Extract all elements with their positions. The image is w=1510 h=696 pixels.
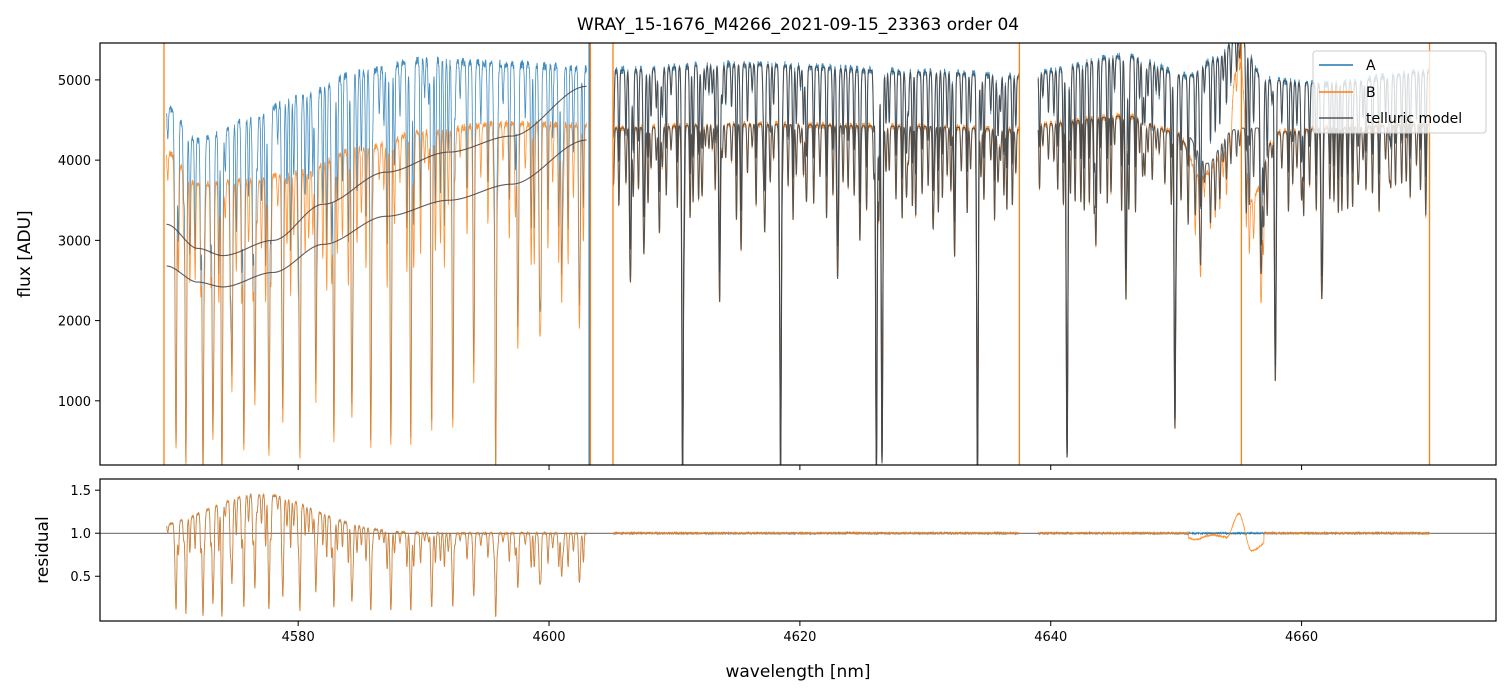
- flux-panel-frame: [99, 42, 1497, 466]
- x-tick-label: 4660: [1285, 630, 1318, 645]
- legend-label-a: A: [1366, 58, 1376, 74]
- legend: A B telluric model: [1312, 50, 1487, 134]
- y-tick-label-flux: 3000: [58, 234, 91, 249]
- telluric-model-b-line: [612, 123, 1020, 465]
- y-tick-label-flux: 5000: [58, 74, 91, 89]
- telluric-model-b-line: [1037, 115, 1430, 458]
- y-tick-label-flux: 1000: [58, 395, 91, 410]
- series-a-flux-line: [166, 56, 587, 465]
- telluric-model-a-line: [612, 63, 1020, 465]
- y-tick-label-flux: 2000: [58, 315, 91, 330]
- axes: 4580 4600 4620 4640 4660 1000 2000 3000 4000 5000…: [58, 42, 1497, 645]
- series-b-flux-line: [612, 120, 1020, 465]
- chart-title: WRAY_15-1676_M4266_2021-09-15_23363 orde…: [577, 15, 1019, 35]
- y-tick-label-residual: 1.5: [70, 484, 91, 499]
- y-tick-label-residual: 0.5: [70, 570, 91, 585]
- flux-panel-plot-area: [163, 43, 1431, 465]
- x-tick-label: 4600: [532, 630, 565, 645]
- y-axis-label-flux: flux [ADU]: [15, 210, 35, 297]
- y-tick-label-residual: 1.0: [70, 527, 91, 542]
- legend-label-b: B: [1366, 85, 1376, 101]
- x-tick-label: 4640: [1034, 630, 1067, 645]
- series-b-residual-line: [166, 492, 587, 617]
- x-tick-label: 4580: [282, 630, 315, 645]
- y-axis-label-residual: residual: [33, 516, 53, 583]
- telluric-model-b-line: [166, 139, 587, 288]
- series-b-flux-line: [166, 120, 587, 465]
- y-tick-label-flux: 4000: [58, 154, 91, 169]
- series-b-residual-line: [612, 530, 1020, 536]
- x-tick-label: 4620: [783, 630, 816, 645]
- series-b-residual-line: [1037, 512, 1430, 553]
- residual-panel-frame: [99, 478, 1497, 622]
- telluric-model-a-line: [166, 85, 587, 257]
- series-a-flux-line: [612, 60, 1020, 465]
- legend-label-model: telluric model: [1366, 111, 1462, 127]
- x-axis-label: wavelength [nm]: [725, 662, 870, 682]
- legend-box: [1312, 50, 1487, 134]
- residual-panel-plot-area: [100, 492, 1496, 617]
